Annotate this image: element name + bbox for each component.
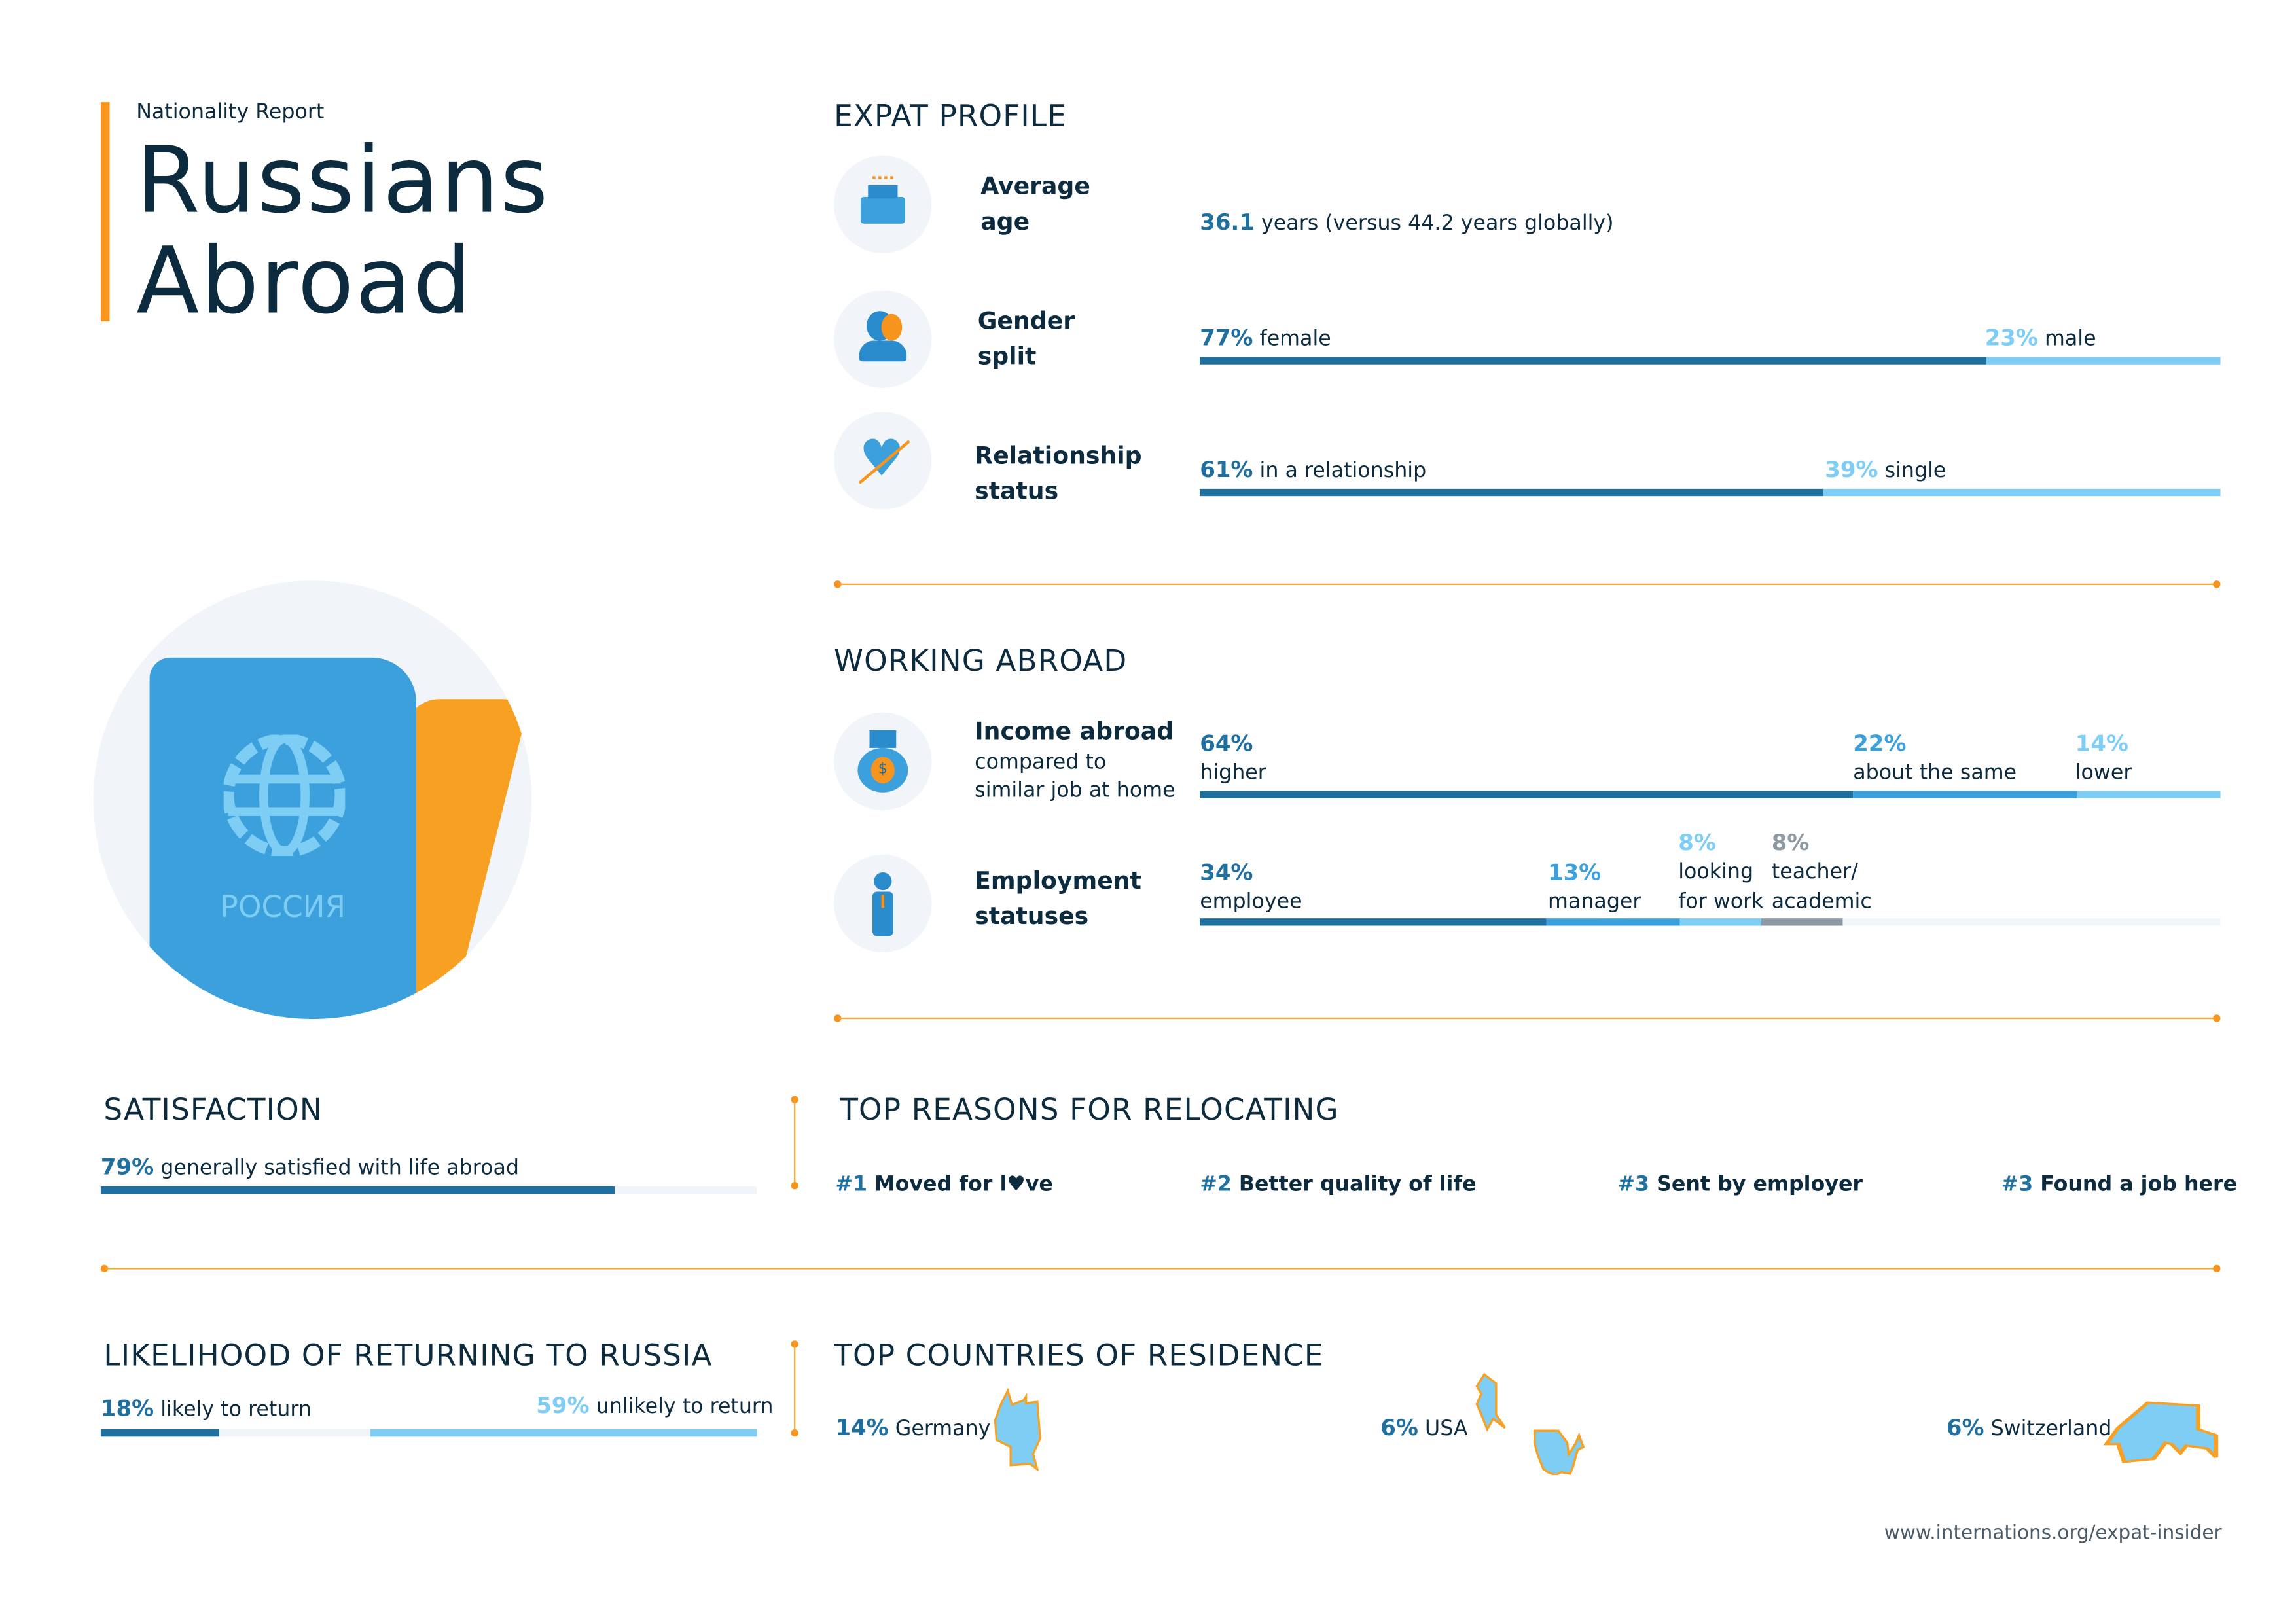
gender-label: Gender split — [977, 306, 1075, 370]
income-higher: 64% higher — [1200, 730, 1266, 785]
income-label: Income abroad compared to similar job at h… — [975, 717, 1175, 803]
reason-1: #1 Moved for l♥ve — [835, 1173, 1053, 1197]
vertical-divider — [794, 1343, 796, 1433]
female-label: 77% female — [1200, 324, 1331, 351]
section-title-working-abroad: WORKING ABROAD — [834, 643, 1128, 679]
employment-employee: 34% employee — [1200, 859, 1302, 914]
looking-bar — [1679, 918, 1761, 926]
male-bar — [1986, 357, 2221, 365]
age-label: Average age — [980, 171, 1090, 236]
country-germany: 14% Germany — [835, 1414, 991, 1442]
relationship-bar — [1200, 488, 1823, 497]
employment-label: Employment statuses — [975, 866, 1141, 931]
reason-2: #2 Better quality of life — [1200, 1173, 1477, 1197]
section-title-reasons: TOP REASONS FOR RELOCATING — [840, 1091, 1339, 1128]
unlikely-bar — [370, 1429, 757, 1437]
passport-text: РОССИЯ — [220, 888, 346, 925]
employment-manager: 13% manager — [1548, 859, 1641, 914]
likely-bar — [100, 1429, 219, 1437]
income-same: 22% about the same — [1853, 730, 2017, 785]
country-usa: 6% USA — [1380, 1414, 1468, 1442]
male-label: 23% male — [1984, 324, 2096, 351]
heart-icon: ♥ — [1007, 1173, 1026, 1197]
income-lower: 14% lower — [2075, 730, 2132, 785]
report-kicker: Nationality Report — [136, 100, 325, 125]
globe-icon — [223, 734, 346, 857]
satisfaction-label: 79% generally satisfied with life abroad — [100, 1154, 520, 1181]
germany-map-icon — [994, 1387, 1041, 1471]
cake-icon — [834, 155, 932, 254]
gender-icon — [834, 290, 932, 388]
page-title: Russians Abroad — [136, 130, 549, 332]
section-title-satisfaction: SATISFACTION — [103, 1091, 323, 1128]
usa-map-icon — [1475, 1372, 1585, 1476]
divider — [838, 583, 2218, 585]
divider-dot — [791, 1429, 798, 1437]
female-bar — [1200, 357, 1986, 365]
divider-dot — [791, 1182, 798, 1190]
country-switzerland: 6% Switzerland — [1946, 1414, 2112, 1442]
income-lower-bar — [2077, 791, 2221, 798]
accent-bar — [100, 102, 110, 322]
divider — [838, 1017, 2218, 1020]
section-title-returning: LIKELIHOOD OF RETURNING TO RUSSIA — [103, 1337, 713, 1373]
divider-dot — [100, 1264, 109, 1273]
divider — [105, 1268, 2218, 1270]
relationship-label: Relationship status — [975, 441, 1142, 505]
single-bar — [1823, 488, 2221, 497]
employment-looking: 8% looking for work — [1678, 829, 1764, 914]
teacher-bar — [1761, 918, 1843, 926]
unlikely-label: 59% unlikely to return — [536, 1392, 774, 1419]
divider-dot — [2213, 580, 2221, 588]
reason-4: #3 Found a job here — [2001, 1173, 2238, 1197]
employee-bar — [1200, 918, 1547, 926]
divider-dot — [834, 580, 842, 588]
money-bag-icon: $ — [834, 712, 932, 810]
age-value: 36.1 years (versus 44.2 years globally) — [1200, 209, 1614, 236]
section-title-expat-profile: EXPAT PROFILE — [834, 98, 1067, 134]
income-same-bar — [1853, 791, 2077, 798]
reason-3: #3 Sent by employer — [1617, 1173, 1863, 1197]
in-relationship-label: 61% in a relationship — [1200, 456, 1427, 483]
heart-arrow-icon: ♥ — [834, 412, 932, 510]
manager-bar — [1546, 918, 1680, 926]
divider-dot — [834, 1014, 842, 1022]
likely-label: 18% likely to return — [100, 1395, 312, 1422]
employment-teacher: 8% teacher/academic — [1771, 829, 1872, 914]
vertical-divider — [794, 1099, 796, 1185]
passport-illustration: РОССИЯ — [93, 580, 532, 1020]
single-label: 39% single — [1825, 456, 1946, 483]
income-higher-bar — [1200, 791, 1854, 798]
switzerland-map-icon — [2103, 1401, 2219, 1463]
divider-dot — [2213, 1264, 2221, 1273]
title-line-1: Russians — [136, 126, 550, 234]
passport-cover: РОССИЯ — [149, 657, 416, 1020]
section-title-countries: TOP COUNTRIES OF RESIDENCE — [834, 1337, 1324, 1373]
footer-url[interactable]: www.internations.org/expat-insider — [1884, 1522, 2222, 1545]
title-line-2: Abroad — [136, 226, 473, 335]
satisfaction-bar — [100, 1186, 615, 1194]
employee-icon — [834, 854, 932, 953]
divider-dot — [2213, 1014, 2221, 1022]
